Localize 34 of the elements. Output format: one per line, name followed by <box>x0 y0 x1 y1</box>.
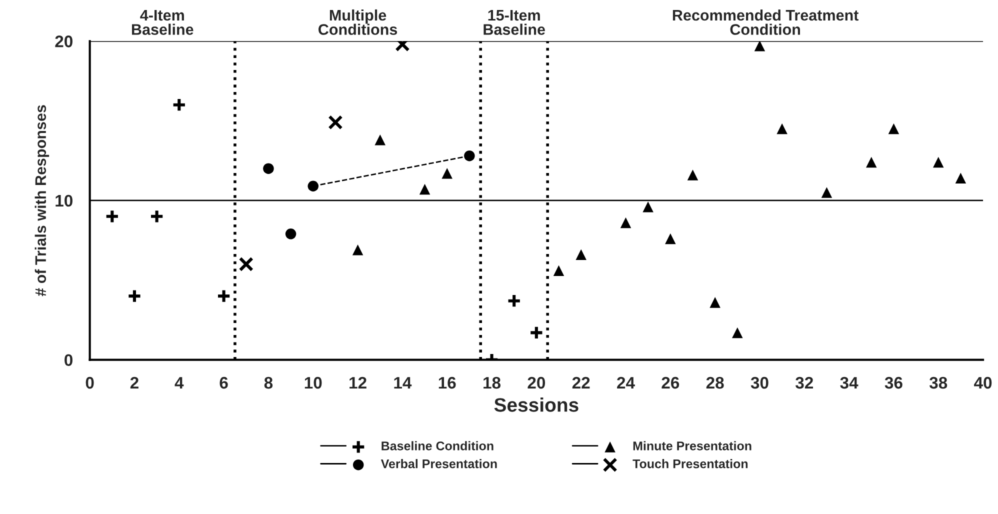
legend-label: Verbal Presentation <box>380 459 497 468</box>
y-tick-label: 0 <box>64 354 72 366</box>
x-tick-label: 4 <box>174 377 184 389</box>
text: Multiple Conditions <box>318 9 398 35</box>
x-tick-label: 26 <box>662 376 680 389</box>
text: 4-Item Baseline <box>132 10 194 35</box>
x-tick-label: 10 <box>304 376 322 389</box>
x-tick-label: 36 <box>884 376 902 389</box>
x-tick-label: 24 <box>617 376 635 389</box>
x-tick-label: 8 <box>264 376 273 389</box>
text: Recommended Treatment Condition <box>672 9 859 35</box>
x-tick-label: 38 <box>929 376 948 389</box>
x-tick-label: 14 <box>394 377 412 389</box>
x-tick-label: 0 <box>86 376 94 389</box>
x-tick-label: 16 <box>438 376 456 389</box>
x-tick-label: 28 <box>706 376 724 389</box>
legend-label: Baseline Condition <box>382 441 494 450</box>
x-tick-label: 40 <box>974 376 992 389</box>
x-tick-label: 22 <box>572 376 590 389</box>
y-axis-title: # of Trials with Responses <box>34 105 50 296</box>
x-tick-label: 32 <box>796 376 813 389</box>
x-tick-label: 34 <box>840 376 858 389</box>
x-tick-label: 18 <box>484 376 501 389</box>
y-tick-label: 10 <box>56 194 72 207</box>
x-tick-label: 12 <box>350 376 366 389</box>
x-tick-label: 6 <box>220 376 228 389</box>
x-tick-label: 20 <box>528 376 546 389</box>
text: 15-Item Baseline <box>484 10 545 35</box>
y-tick-label: 20 <box>55 36 72 48</box>
x-tick-label: 2 <box>130 376 138 389</box>
x-tick-label: 30 <box>750 376 768 389</box>
legend-label: Touch Presentation <box>632 459 748 468</box>
legend-label: Minute Presentation <box>633 441 752 450</box>
x-axis-title: Sessions <box>494 398 578 412</box>
